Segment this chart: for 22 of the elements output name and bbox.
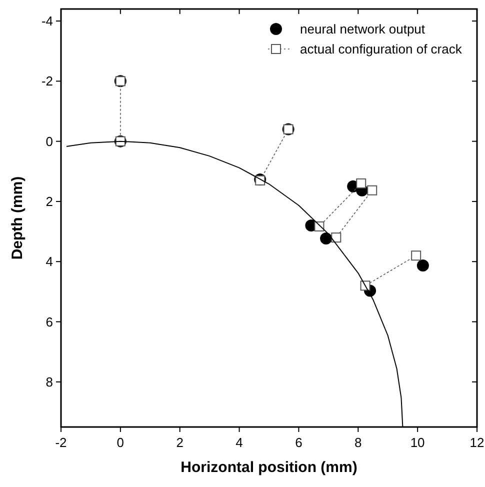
x-tick-label: 12	[470, 435, 484, 450]
x-tick-label: 10	[410, 435, 425, 450]
y-tick-label: 0	[46, 134, 53, 149]
x-tick-label: 8	[354, 435, 362, 450]
y-tick-label: 8	[46, 374, 53, 390]
x-tick-label: 6	[295, 435, 302, 450]
point	[416, 260, 429, 272]
y-tick-label: 6	[46, 314, 53, 330]
x-tick-label: 2	[176, 435, 184, 450]
x-tick-label: 0	[116, 435, 124, 450]
legend-label: actual configuration of crack	[300, 42, 462, 57]
y-tick-label: -4	[41, 14, 53, 29]
y-tick-label: 2	[46, 194, 53, 210]
y-tick-label: -2	[41, 74, 53, 89]
legend-label: neural network output	[300, 22, 426, 37]
x-axis-title: Horizontal position (mm)	[180, 459, 358, 476]
x-tick-label: 4	[236, 435, 243, 450]
y-tick-label: 4	[46, 254, 53, 270]
y-axis-title: Depth (mm)	[9, 176, 26, 260]
point	[356, 178, 366, 188]
point	[320, 232, 332, 244]
x-tick-label: -2	[55, 435, 67, 450]
